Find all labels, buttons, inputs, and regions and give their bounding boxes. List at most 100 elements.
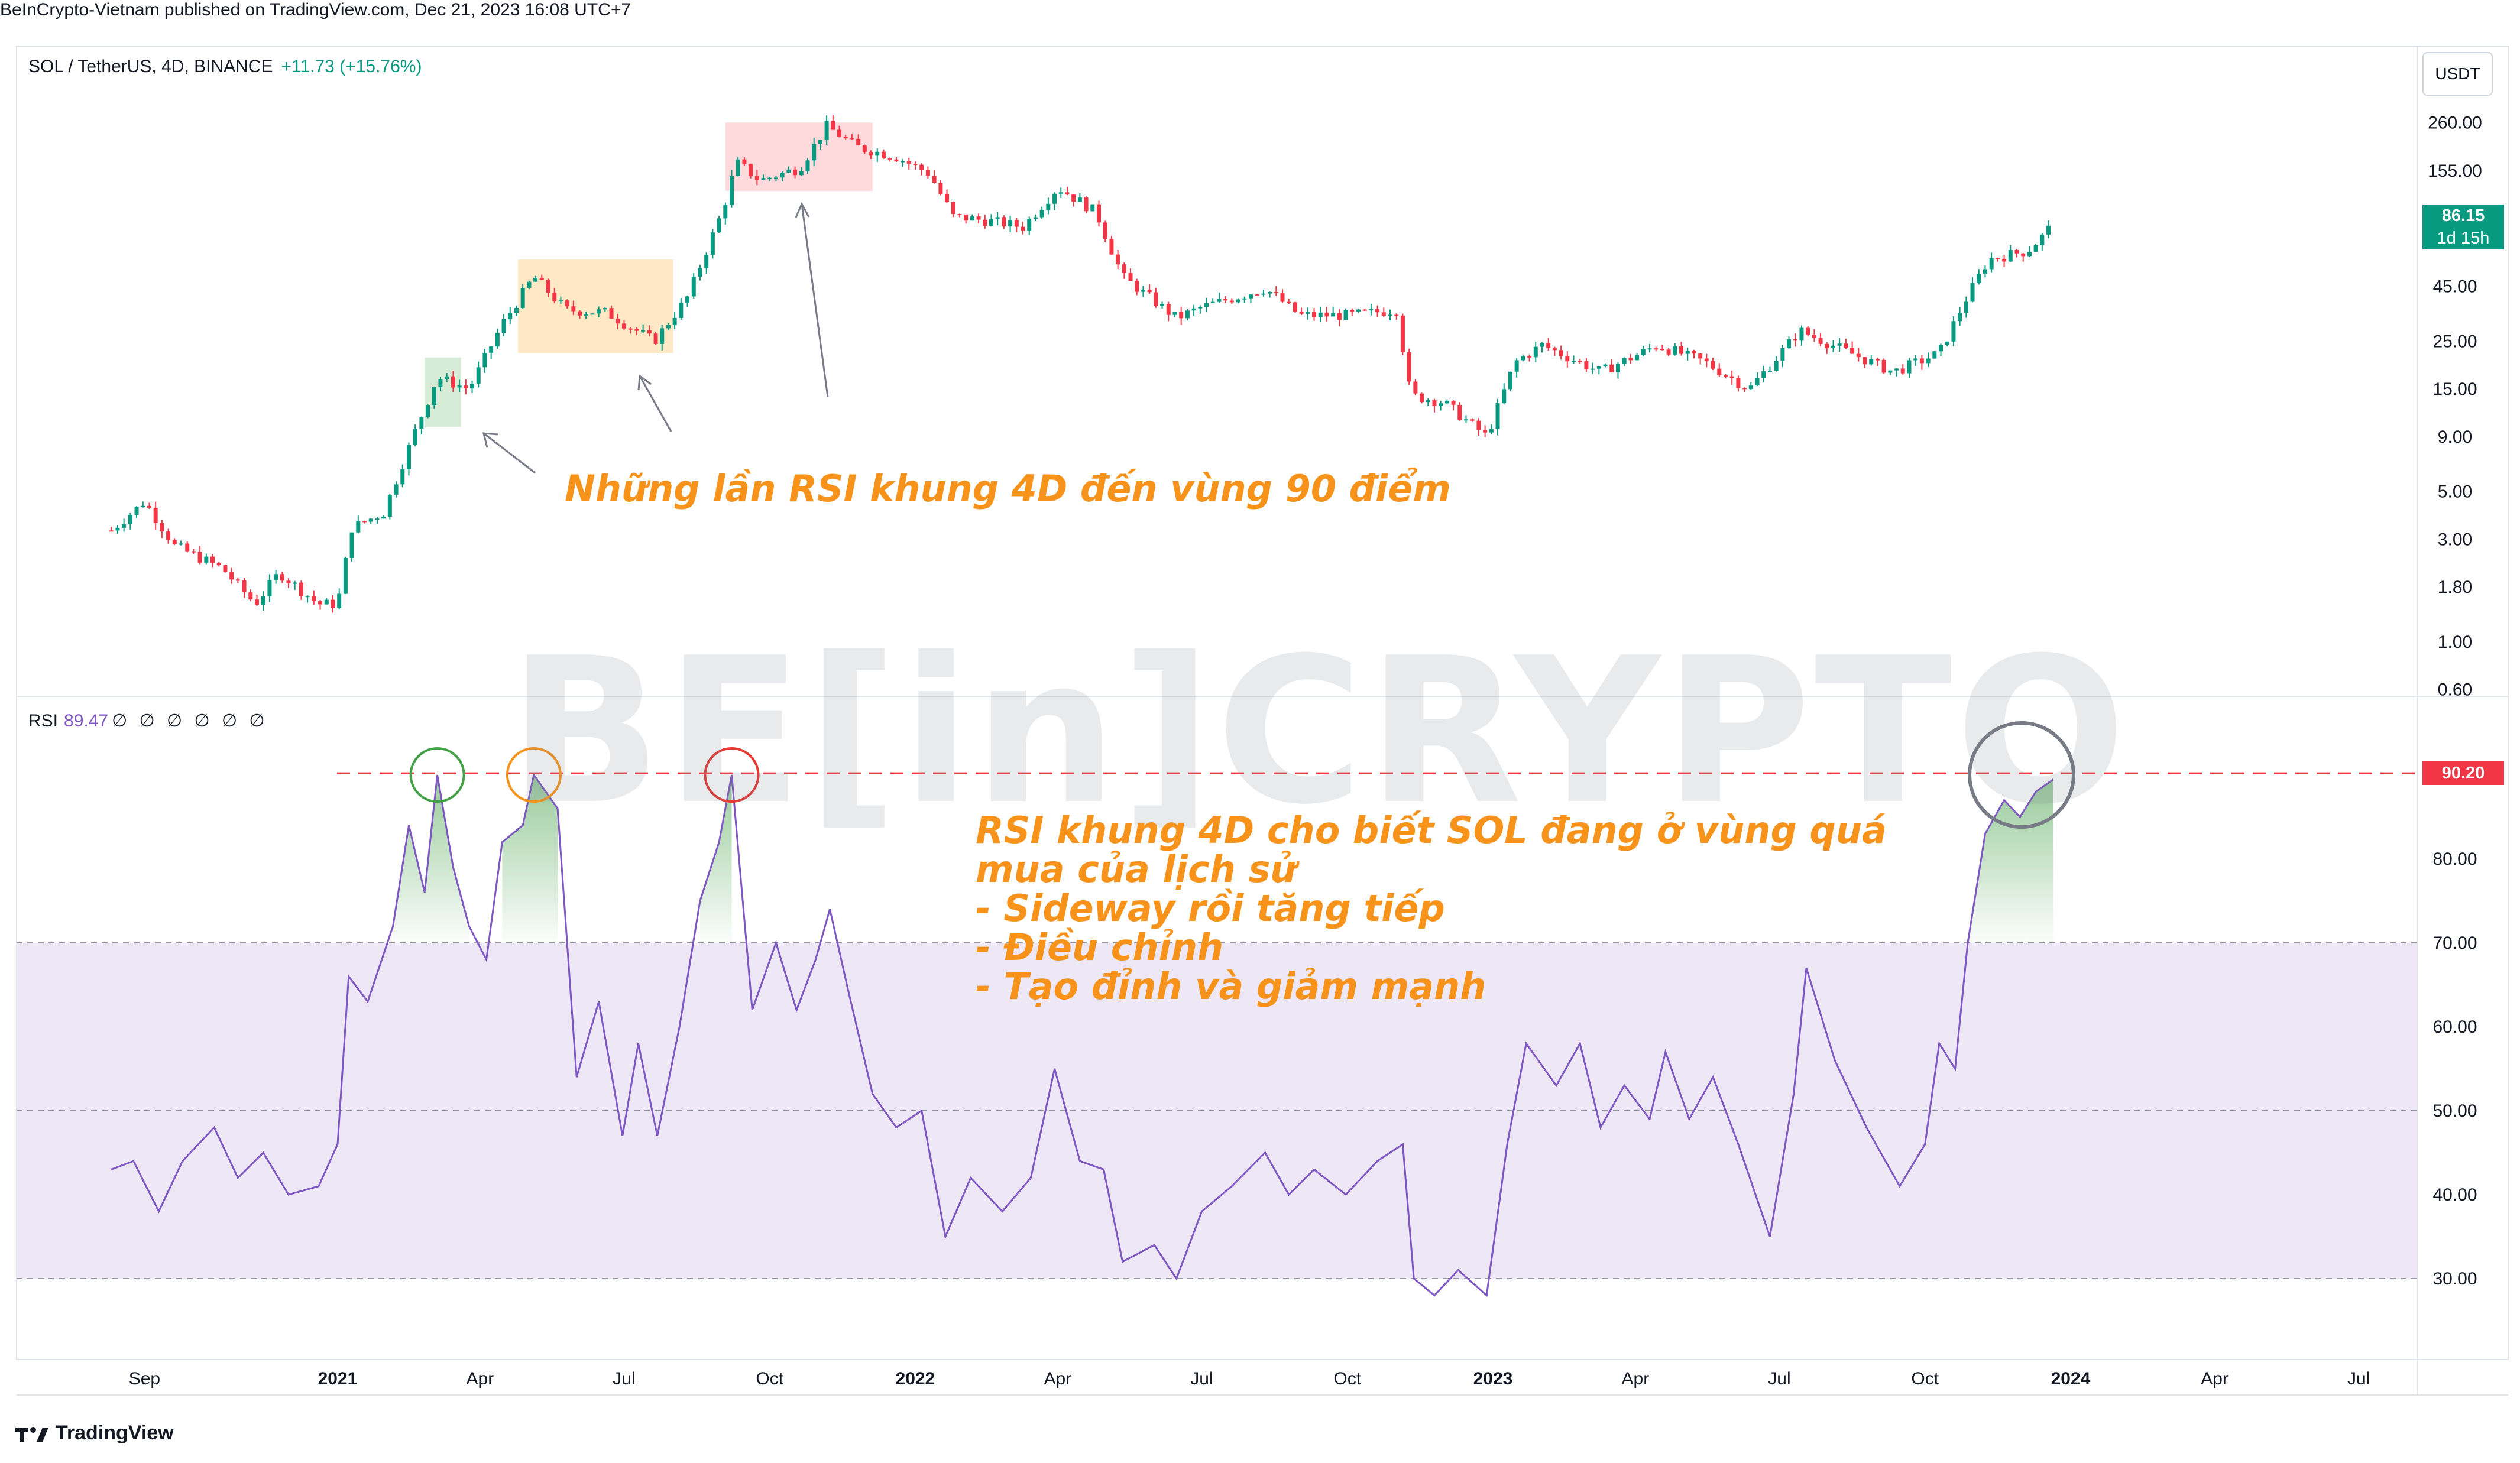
arrow-1 xyxy=(483,432,536,474)
candle-body xyxy=(773,177,778,179)
candle-body xyxy=(267,580,272,596)
rsi-extra-values: ∅ ∅ ∅ ∅ ∅ ∅ xyxy=(112,711,268,731)
candle-269 xyxy=(1812,329,1816,342)
candle-body xyxy=(1514,360,1519,372)
candle-111 xyxy=(812,138,817,167)
candle-body xyxy=(1951,321,1956,342)
tradingview-logo[interactable]: TradingView xyxy=(15,1422,174,1445)
candle-61 xyxy=(495,329,500,349)
candle-body xyxy=(679,302,684,318)
price-tick-1: 155.00 xyxy=(2428,161,2482,181)
candle-body xyxy=(1362,309,1367,311)
candle-body xyxy=(1185,310,1190,319)
candle-body xyxy=(1591,368,1595,370)
candle-117 xyxy=(850,134,854,140)
candle-151 xyxy=(1065,187,1070,196)
candle-254 xyxy=(1717,363,1722,377)
candle-body xyxy=(1444,401,1449,404)
candle-199 xyxy=(1369,303,1374,316)
candle-163 xyxy=(1141,286,1145,297)
highlight-circle-1 xyxy=(506,747,562,803)
candle-18 xyxy=(223,564,228,573)
candle-body xyxy=(862,145,867,152)
candle-134 xyxy=(957,213,962,218)
candle-238 xyxy=(1615,362,1620,379)
candle-241 xyxy=(1635,353,1640,361)
rsi-fill-0 xyxy=(393,775,469,943)
candle-body xyxy=(805,160,810,171)
candle-body xyxy=(1742,388,1747,390)
price-tick-6: 5.00 xyxy=(2438,482,2472,502)
candle-body xyxy=(413,428,417,445)
candle-body xyxy=(216,562,221,565)
candle-body xyxy=(1476,420,1481,430)
candle-body xyxy=(1919,358,1924,364)
candle-body xyxy=(558,300,563,302)
candle-body xyxy=(1318,312,1323,317)
price-annotation: Những lần RSI khung 4D đến vùng 90 điểm xyxy=(565,467,1451,510)
candle-99 xyxy=(736,156,740,177)
candle-body xyxy=(445,376,449,379)
candle-body xyxy=(919,164,924,170)
candle-133 xyxy=(951,201,955,218)
candle-body xyxy=(869,151,873,156)
candle-193 xyxy=(1331,307,1336,317)
candle-74 xyxy=(578,310,582,319)
candle-body xyxy=(786,169,791,173)
candle-body xyxy=(1875,359,1880,361)
candle-191 xyxy=(1318,307,1323,322)
tradingview-icon xyxy=(15,1427,48,1442)
currency-button[interactable]: USDT xyxy=(2422,52,2493,96)
candle-body xyxy=(565,300,569,307)
candle-165 xyxy=(1154,288,1158,308)
candle-body xyxy=(1767,371,1772,372)
candle-body xyxy=(1223,299,1228,301)
last-price-value: 86.15 xyxy=(2441,206,2485,225)
candle-281 xyxy=(1888,370,1893,375)
candle-body xyxy=(749,164,753,176)
candle-105 xyxy=(773,176,778,181)
candle-146 xyxy=(1033,214,1038,222)
candle-255 xyxy=(1723,374,1728,379)
candle-body xyxy=(381,516,386,519)
candle-body xyxy=(368,518,373,522)
candle-82 xyxy=(628,327,633,334)
candle-body xyxy=(229,572,234,580)
candle-body xyxy=(248,592,253,600)
candle-126 xyxy=(906,157,911,170)
candle-body xyxy=(1572,361,1576,362)
candle-223 xyxy=(1521,354,1525,362)
candle-94 xyxy=(704,252,709,274)
price-pane-legend[interactable]: SOL / TetherUS, 4D, BINANCE +11.73 (+15.7… xyxy=(28,57,422,77)
rsi-tick-1: 80.00 xyxy=(2432,849,2477,869)
candle-body xyxy=(356,521,361,533)
candle-2 xyxy=(122,518,127,532)
highlight-zones xyxy=(425,122,873,427)
candle-body xyxy=(938,183,943,194)
candle-body xyxy=(115,527,120,531)
price-tick-3: 25.00 xyxy=(2432,332,2477,351)
candle-44 xyxy=(387,494,392,520)
rsi-axis-ticks: 80.00 70.00 60.00 50.00 40.00 30.00 xyxy=(2432,849,2477,1289)
time-tick-14: Apr xyxy=(2201,1369,2229,1389)
candle-161 xyxy=(1128,268,1133,281)
candle-192 xyxy=(1324,307,1329,322)
candle-body xyxy=(1508,371,1512,390)
candle-301 xyxy=(2014,249,2019,258)
candle-288 xyxy=(1932,351,1937,359)
candle-body xyxy=(1122,264,1126,273)
candle-87 xyxy=(660,325,665,351)
candle-236 xyxy=(1603,363,1608,368)
candle-body xyxy=(767,177,772,179)
candle-body xyxy=(1996,258,2000,259)
candle-body xyxy=(235,579,240,581)
rsi-pane-legend[interactable]: RSI 89.47 ∅ ∅ ∅ ∅ ∅ ∅ xyxy=(28,711,268,731)
candle-230 xyxy=(1565,351,1570,368)
candle-body xyxy=(812,144,817,161)
candle-233 xyxy=(1584,358,1589,372)
candle-58 xyxy=(476,361,481,388)
candle-body xyxy=(1939,345,1944,352)
candle-60 xyxy=(489,346,494,360)
candle-42 xyxy=(375,517,380,524)
candle-274 xyxy=(1844,338,1848,349)
